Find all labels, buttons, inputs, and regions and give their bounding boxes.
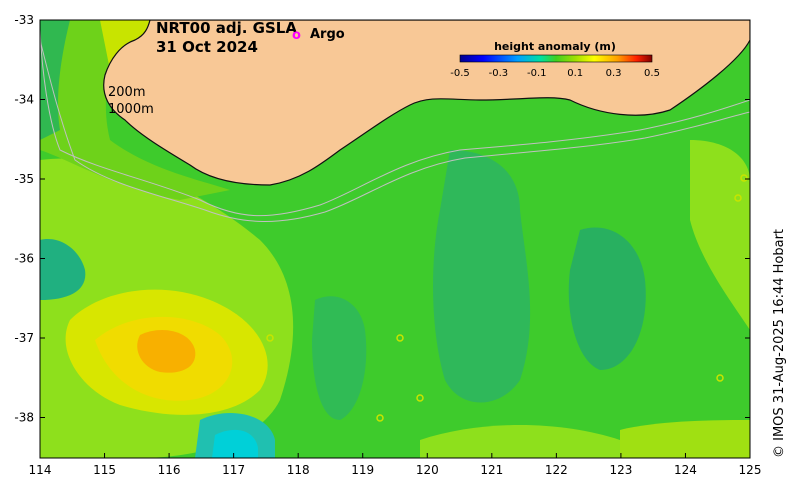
credit-text: © IMOS 31-Aug-2025 16:44 Hobart xyxy=(772,229,787,458)
lon-tick-label: 121 xyxy=(480,463,503,477)
isobath-200m-label: 200m xyxy=(108,85,145,100)
lon-tick-label: 125 xyxy=(739,463,762,477)
lon-tick-label: 123 xyxy=(609,463,632,477)
colorbar-tick-label: -0.1 xyxy=(527,68,547,79)
plot-frame xyxy=(39,19,751,459)
lat-tick-label: -36 xyxy=(14,252,34,266)
lat-tick-label: -33 xyxy=(14,13,34,27)
colorbar-tick-label: 0.1 xyxy=(567,68,583,79)
isobath-1000m-label: 1000m xyxy=(108,102,154,117)
colorbar-tick-label: 0.5 xyxy=(644,68,660,79)
lon-tick-label: 119 xyxy=(351,463,374,477)
colorbar-tick-label: -0.3 xyxy=(489,68,509,79)
latitude-axis: -33 -34 -35 -36 -37 -38 xyxy=(14,13,750,425)
colorbar-title: height anomaly (m) xyxy=(494,40,616,53)
colorbar-tick-label: -0.5 xyxy=(450,68,470,79)
lon-tick-label: 124 xyxy=(674,463,697,477)
lon-tick-label: 120 xyxy=(416,463,439,477)
lon-tick-label: 116 xyxy=(158,463,181,477)
lat-tick-label: -34 xyxy=(14,93,34,107)
colorbar: height anomaly (m) -0.5 -0.3 -0.1 0.1 0.3 0.5 xyxy=(450,40,660,79)
map-title-line2: 31 Oct 2024 xyxy=(156,38,258,56)
map-title-line1: NRT00 adj. GSLA xyxy=(156,19,297,37)
lon-tick-label: 117 xyxy=(222,463,245,477)
isobath-1000m-line xyxy=(40,39,750,222)
argo-legend-label: Argo xyxy=(310,27,345,42)
colorbar-gradient xyxy=(459,54,653,63)
lon-tick-label: 114 xyxy=(29,463,52,477)
longitude-axis: 114 115 116 117 118 119 120 121 122 123 124 125 xyxy=(29,453,762,477)
lon-tick-label: 115 xyxy=(93,463,116,477)
lat-tick-label: -35 xyxy=(14,172,34,186)
lat-tick-label: -37 xyxy=(14,331,34,345)
argo-legend-icon: o xyxy=(292,28,301,43)
colorbar-tick-label: 0.3 xyxy=(606,68,622,79)
lon-tick-label: 122 xyxy=(545,463,568,477)
lat-tick-label: -38 xyxy=(14,411,34,425)
argo-floats xyxy=(266,174,748,422)
lon-tick-label: 118 xyxy=(287,463,310,477)
isobath-200m-line xyxy=(40,29,750,217)
